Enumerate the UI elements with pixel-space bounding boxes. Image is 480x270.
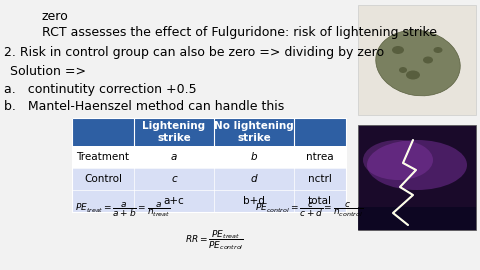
Bar bbox=[72, 118, 346, 212]
Text: b.   Mantel-Haenszel method can handle this: b. Mantel-Haenszel method can handle thi… bbox=[4, 100, 284, 113]
Text: Lightening
strike: Lightening strike bbox=[143, 121, 205, 143]
Text: No lightening
strike: No lightening strike bbox=[214, 121, 294, 143]
Ellipse shape bbox=[376, 30, 460, 96]
Text: c: c bbox=[171, 174, 177, 184]
Text: $PE_{control} = \dfrac{c}{c+d} = \dfrac{c}{n_{control}}$: $PE_{control} = \dfrac{c}{c+d} = \dfrac{… bbox=[255, 201, 363, 220]
Text: total: total bbox=[308, 196, 332, 206]
Bar bbox=[72, 190, 346, 212]
Text: RCT assesses the effect of Fulguridone: risk of lightening strike: RCT assesses the effect of Fulguridone: … bbox=[42, 26, 437, 39]
Text: d: d bbox=[251, 174, 257, 184]
Text: $PE_{treat} = \dfrac{a}{a+b} = \dfrac{a}{n_{treat}}$: $PE_{treat} = \dfrac{a}{a+b} = \dfrac{a}… bbox=[75, 201, 170, 220]
Ellipse shape bbox=[367, 140, 467, 190]
Text: Control: Control bbox=[84, 174, 122, 184]
Text: zero: zero bbox=[42, 10, 69, 23]
Text: b: b bbox=[251, 152, 257, 162]
Bar bbox=[358, 125, 476, 230]
Bar bbox=[72, 146, 346, 168]
Bar bbox=[358, 207, 476, 230]
Ellipse shape bbox=[363, 140, 433, 180]
Bar bbox=[358, 5, 476, 115]
Ellipse shape bbox=[406, 70, 420, 79]
Text: a: a bbox=[171, 152, 177, 162]
Text: Treatment: Treatment bbox=[76, 152, 130, 162]
Text: $RR = \dfrac{PE_{treat}}{PE_{control}}$: $RR = \dfrac{PE_{treat}}{PE_{control}}$ bbox=[185, 228, 244, 252]
Ellipse shape bbox=[399, 67, 407, 73]
Bar bbox=[72, 168, 346, 190]
Ellipse shape bbox=[423, 56, 433, 63]
Bar bbox=[72, 118, 346, 146]
Ellipse shape bbox=[433, 47, 443, 53]
Text: a.   continutity correction +0.5: a. continutity correction +0.5 bbox=[4, 83, 197, 96]
Ellipse shape bbox=[392, 46, 404, 54]
Text: b+d: b+d bbox=[243, 196, 265, 206]
Text: a+c: a+c bbox=[164, 196, 184, 206]
Text: 2. Risk in control group can also be zero => dividing by zero: 2. Risk in control group can also be zer… bbox=[4, 46, 384, 59]
Text: Solution =>: Solution => bbox=[6, 65, 86, 78]
Text: nctrl: nctrl bbox=[308, 174, 332, 184]
Text: ntrea: ntrea bbox=[306, 152, 334, 162]
